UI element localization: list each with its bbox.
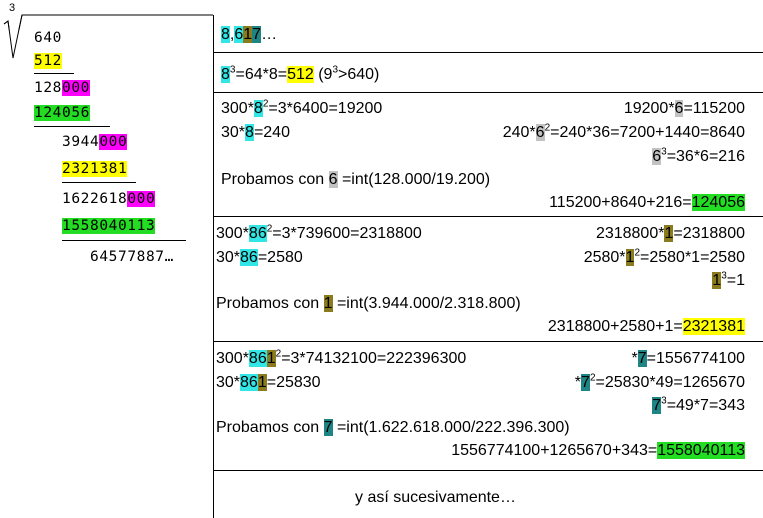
- first-cube: 512: [34, 53, 62, 69]
- underline-3: [62, 182, 136, 183]
- step2-left-2: 30*8=240: [221, 124, 290, 141]
- underline-1: [34, 73, 74, 74]
- root-index: 3: [9, 2, 16, 14]
- step4-left-2: 30*861=25830: [216, 374, 321, 391]
- underline-4: [62, 240, 186, 241]
- radical-tail-icon: [3, 14, 23, 59]
- step3-try: Probamos con 1 =int(3.944.000/2.318.800): [216, 295, 521, 312]
- divider-5: [213, 470, 763, 471]
- divider-1: [213, 52, 763, 53]
- footer-text: y así sucesivamente…: [355, 489, 516, 506]
- step4-right-2: *72=25830*49=1265670: [574, 372, 745, 391]
- step3-sum: 2318800+2580+1=2321381: [547, 318, 745, 335]
- root-result: 8,617…: [221, 26, 278, 43]
- step3-right-3: 13=1: [712, 270, 745, 289]
- vertical-divider: [213, 15, 214, 518]
- step4-try: Probamos con 7 =int(1.622.618.000/222.39…: [216, 419, 570, 436]
- step3-left-2: 30*86=2580: [216, 249, 303, 266]
- divider-3: [213, 216, 763, 217]
- subtrahend-1: 124056: [34, 105, 90, 121]
- remainder-1: 128000: [34, 80, 90, 96]
- underline-2: [34, 126, 110, 127]
- subtrahend-2: 2321381: [62, 161, 128, 177]
- step3-left-1: 300*862=3*739600=2318800: [216, 223, 422, 242]
- radicand: 640: [34, 30, 62, 46]
- divider-4: [213, 341, 763, 342]
- step2-right-2: 240*62=240*36=7200+1440=8640: [502, 122, 745, 141]
- remainder-2: 3944000: [62, 134, 128, 150]
- step2-left-1: 300*82=3*6400=19200: [221, 98, 383, 117]
- step2-sum: 115200+8640+216=124056: [549, 194, 745, 211]
- subtrahend-3: 1558040113: [62, 218, 156, 234]
- remainder-4: 64577887…: [90, 249, 174, 265]
- remainder-3: 1622618000: [62, 191, 156, 207]
- step4-sum: 1556774100+1265670+343=1558040113: [451, 442, 745, 459]
- step4-right-1: *7=1556774100: [631, 350, 745, 367]
- cube-root-work: 3 640 512 128000 124056 3944000 2321381 …: [0, 0, 213, 518]
- step3-right-1: 2318800*1=2318800: [595, 225, 745, 242]
- step4-left-1: 300*8612=3*74132100=222396300: [216, 348, 467, 367]
- step1-line: 83=64*8=512 (93>640): [221, 64, 380, 83]
- step4-right-3: 73=49*7=343: [652, 395, 745, 414]
- step3-right-2: 2580*12=2580*1=2580: [583, 247, 745, 266]
- radical-sign-icon: [3, 14, 213, 30]
- divider-2: [213, 92, 763, 93]
- step2-right-1: 19200*6=115200: [623, 100, 745, 117]
- step2-try: Probamos con 6 =int(128.000/19.200): [221, 171, 491, 188]
- step2-right-3: 63=36*6=216: [652, 146, 745, 165]
